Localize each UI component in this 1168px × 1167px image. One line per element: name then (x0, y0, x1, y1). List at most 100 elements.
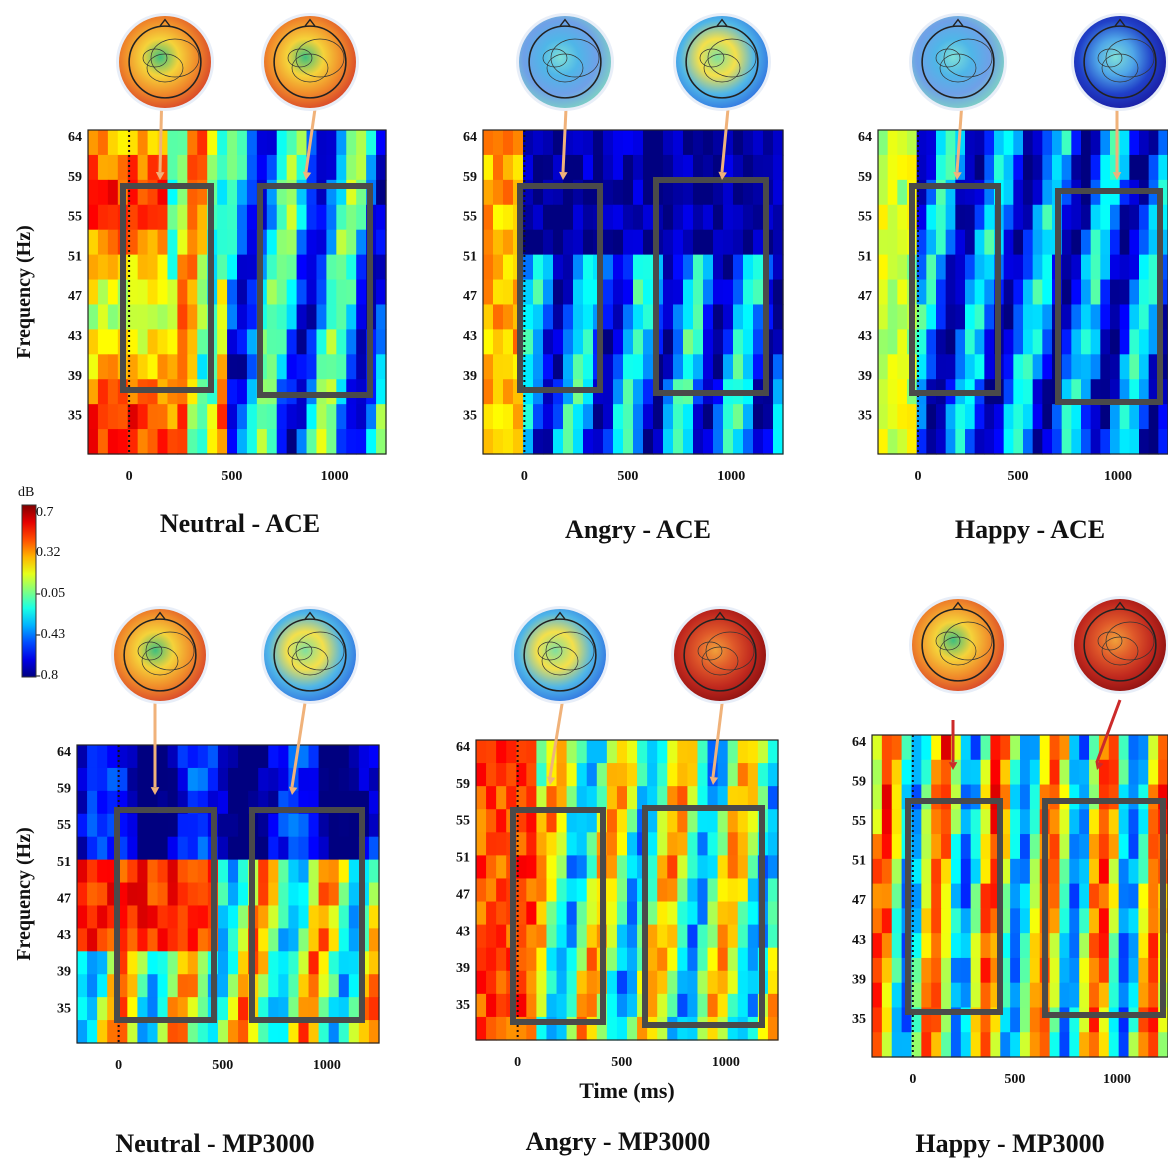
colorbar-tick: 0.32 (36, 545, 61, 560)
heatmap-cell (1108, 1032, 1120, 1058)
heatmap-cell (556, 947, 568, 972)
heatmap-cell (1013, 254, 1024, 281)
heatmap-cell (1108, 883, 1120, 909)
heatmap-cell (1042, 329, 1053, 355)
heatmap-cell (593, 154, 604, 181)
heatmap-cell (1061, 404, 1072, 430)
heatmap-cell (207, 745, 219, 769)
heatmap-cell (276, 254, 288, 281)
heatmap-cell (217, 204, 228, 231)
heatmap-cell (536, 901, 548, 926)
heatmap-cell (1119, 130, 1130, 156)
heatmap-cell (318, 1020, 330, 1044)
heatmap-cell (887, 379, 898, 405)
heatmap-cell (228, 974, 239, 998)
heatmap-cell (137, 767, 149, 792)
heatmap-cell (228, 745, 239, 769)
heatmap-cell (1138, 735, 1149, 761)
heatmap-cell (1118, 759, 1130, 786)
heatmap-cell (553, 229, 564, 256)
x-tick-label: 1000 (712, 1055, 740, 1070)
heatmap-cell (667, 809, 678, 833)
heatmap-cell (1108, 957, 1120, 984)
heatmap-cell (1108, 933, 1120, 959)
heatmap-cell (238, 790, 249, 815)
heatmap-cell (643, 130, 654, 156)
heatmap-cell (157, 974, 169, 998)
heatmap-cell (881, 759, 893, 786)
heatmap-cell (177, 254, 188, 281)
heatmap-cell (88, 329, 99, 355)
heatmap-cell (693, 179, 704, 206)
heatmap-cell (1079, 784, 1090, 810)
heatmap-cell (77, 813, 88, 838)
heatmap-cell (237, 379, 248, 405)
heatmap-cell (955, 304, 966, 330)
heatmap-cell (298, 767, 310, 792)
heatmap-cell (516, 763, 527, 787)
heatmap-cell (147, 836, 159, 861)
heatmap-cell (358, 1020, 370, 1044)
heatmap-cell (366, 154, 377, 181)
heatmap-cell (1119, 354, 1130, 380)
heatmap-cell (926, 354, 937, 380)
heatmap-cell (623, 204, 634, 231)
heatmap-cell (633, 429, 644, 455)
arrow-head (953, 171, 962, 180)
heatmap-cell (717, 855, 729, 880)
heatmap-cell (147, 1020, 159, 1044)
heatmap-cell (376, 354, 387, 380)
heatmap-cell (286, 329, 298, 355)
heatmap-cell (1158, 130, 1168, 156)
heatmap-cell (931, 982, 942, 1009)
heatmap-cell (687, 786, 699, 810)
heatmap-cell (901, 735, 913, 761)
heatmap-cell (308, 997, 320, 1021)
heatmap-cell (1003, 254, 1014, 281)
heatmap-cell (743, 304, 754, 330)
heatmap-cell (737, 993, 749, 1018)
heatmap-cell (1089, 858, 1100, 885)
heatmap-cell (147, 997, 159, 1021)
heatmap-cell (338, 836, 350, 861)
heatmap-cell (318, 928, 330, 952)
heatmap-cell (288, 974, 300, 998)
heatmap-cell (727, 809, 739, 833)
heatmap-cell (157, 404, 169, 430)
heatmap-cell (1049, 883, 1061, 909)
heatmap-cell (1098, 759, 1110, 786)
heatmap-cell (197, 905, 209, 929)
heatmap-cell (266, 404, 278, 430)
heatmap-cell (536, 993, 548, 1018)
heatmap-cell (901, 1032, 913, 1058)
heatmap-cell (743, 404, 754, 430)
heatmap-cell (1090, 354, 1101, 380)
heatmap-cell (546, 809, 558, 833)
heatmap-cell (767, 924, 779, 949)
heatmap-cell (737, 901, 749, 926)
heatmap-cell (633, 254, 644, 281)
heatmap-cell (980, 908, 991, 934)
heatmap-cell (901, 759, 913, 786)
time-window-box (909, 183, 1001, 396)
heatmap-cell (616, 993, 628, 1018)
heatmap-cell (663, 329, 674, 355)
heatmap-cell (286, 379, 298, 405)
heatmap-cell (907, 404, 918, 430)
x-tick-label: 0 (915, 469, 922, 484)
heatmap-cell (523, 404, 534, 430)
heatmap-cell (887, 154, 898, 181)
heatmap-cell (747, 901, 759, 926)
heatmap-cell (296, 254, 308, 281)
heatmap-cell (553, 429, 564, 455)
heatmap-cell (643, 354, 654, 380)
heatmap-cell (177, 813, 189, 838)
heatmap-cell (227, 304, 238, 330)
heatmap-cell (336, 179, 347, 206)
heatmap-cell (348, 974, 360, 998)
heatmap-cell (1052, 154, 1063, 181)
heatmap-cell (318, 951, 330, 975)
heatmap-cell (667, 1016, 678, 1041)
panel-title: Angry - MP3000 (526, 1127, 711, 1156)
heatmap-cell (1010, 957, 1021, 984)
